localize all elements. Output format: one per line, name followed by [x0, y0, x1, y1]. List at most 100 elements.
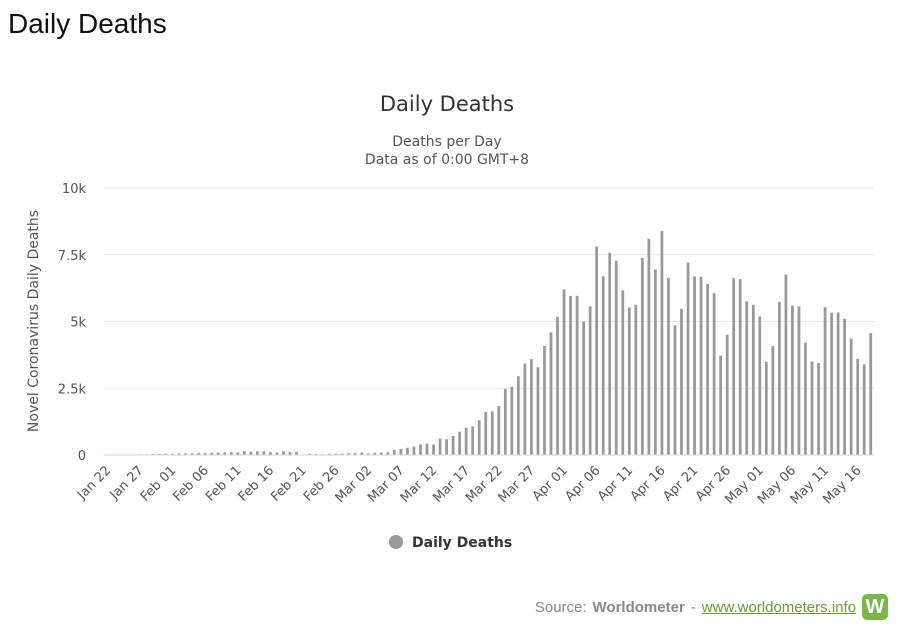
bar[interactable] — [210, 452, 214, 455]
bar[interactable] — [223, 452, 227, 455]
bar[interactable] — [719, 355, 723, 455]
bar[interactable] — [269, 452, 272, 455]
bar[interactable] — [471, 426, 475, 455]
bar[interactable] — [680, 308, 683, 455]
bar[interactable] — [725, 334, 729, 455]
bar[interactable] — [216, 452, 220, 455]
bar[interactable] — [510, 386, 514, 455]
bar[interactable] — [366, 453, 370, 455]
bar[interactable] — [869, 333, 873, 455]
bar[interactable] — [282, 451, 285, 455]
bar[interactable] — [288, 451, 292, 455]
bar[interactable] — [151, 453, 155, 455]
bar[interactable] — [177, 453, 181, 455]
bar[interactable] — [490, 411, 494, 455]
bar[interactable] — [334, 453, 338, 455]
bar[interactable] — [549, 332, 553, 455]
bar[interactable] — [477, 420, 481, 455]
bar[interactable] — [503, 388, 507, 455]
bar[interactable] — [758, 316, 762, 455]
source-link[interactable]: www.worldometers.info — [701, 598, 856, 616]
bar[interactable] — [699, 276, 703, 455]
bar[interactable] — [660, 230, 664, 455]
bar[interactable] — [158, 453, 161, 455]
bar[interactable] — [295, 451, 298, 455]
bar[interactable] — [451, 435, 455, 455]
bar[interactable] — [184, 453, 187, 455]
bar[interactable] — [419, 444, 422, 455]
bar[interactable] — [373, 452, 377, 455]
bar[interactable] — [823, 307, 827, 455]
bar[interactable] — [621, 290, 625, 455]
bar[interactable] — [817, 363, 820, 455]
bar[interactable] — [171, 453, 174, 455]
bar[interactable] — [360, 452, 364, 455]
bar[interactable] — [236, 452, 240, 455]
bar[interactable] — [242, 451, 246, 455]
bar[interactable] — [654, 269, 657, 455]
bar[interactable] — [804, 342, 807, 455]
bar[interactable] — [627, 307, 631, 455]
bar[interactable] — [484, 411, 488, 455]
bar[interactable] — [556, 316, 559, 455]
bar[interactable] — [784, 274, 788, 455]
bar[interactable] — [582, 321, 585, 455]
bar[interactable] — [255, 451, 259, 455]
bar[interactable] — [353, 453, 357, 455]
bar[interactable] — [856, 358, 860, 455]
bar[interactable] — [588, 306, 592, 455]
bar[interactable] — [327, 453, 331, 455]
bar[interactable] — [379, 452, 383, 455]
worldometer-logo-icon[interactable]: W — [862, 594, 888, 620]
bar[interactable] — [425, 443, 429, 455]
bar[interactable] — [543, 345, 546, 455]
bar[interactable] — [432, 444, 435, 455]
bar[interactable] — [634, 304, 638, 455]
bar[interactable] — [386, 452, 390, 455]
bar[interactable] — [693, 276, 696, 455]
bar[interactable] — [778, 302, 781, 455]
bar[interactable] — [601, 276, 605, 455]
bar[interactable] — [706, 283, 709, 455]
bar[interactable] — [569, 295, 572, 455]
bar[interactable] — [190, 453, 194, 455]
bar[interactable] — [771, 346, 775, 455]
bar[interactable] — [406, 447, 409, 455]
bar[interactable] — [164, 453, 168, 455]
bar[interactable] — [738, 279, 742, 455]
bar[interactable] — [764, 361, 768, 455]
bar[interactable] — [830, 312, 833, 455]
bar[interactable] — [562, 289, 566, 455]
bar[interactable] — [399, 448, 403, 455]
bar[interactable] — [197, 453, 200, 455]
bar[interactable] — [393, 450, 396, 455]
bar[interactable] — [797, 306, 801, 455]
bar[interactable] — [751, 304, 755, 455]
bar[interactable] — [608, 252, 612, 455]
bar[interactable] — [732, 278, 736, 455]
bar[interactable] — [458, 431, 462, 455]
bar[interactable] — [614, 260, 618, 455]
bar[interactable] — [412, 446, 416, 455]
legend[interactable]: Daily Deaths — [389, 535, 512, 551]
bar[interactable] — [836, 312, 840, 455]
bar[interactable] — [249, 451, 253, 455]
bar[interactable] — [810, 361, 814, 455]
bar[interactable] — [229, 452, 233, 455]
bar[interactable] — [575, 295, 579, 455]
bar[interactable] — [862, 364, 866, 455]
bar[interactable] — [347, 453, 351, 455]
bar[interactable] — [640, 258, 644, 455]
bar[interactable] — [308, 453, 311, 455]
bar[interactable] — [340, 453, 344, 455]
bar[interactable] — [745, 301, 749, 455]
bar[interactable] — [595, 246, 599, 455]
bar[interactable] — [445, 439, 448, 455]
bar[interactable] — [673, 325, 677, 455]
bar[interactable] — [712, 293, 716, 455]
bar[interactable] — [203, 453, 207, 455]
bar[interactable] — [523, 363, 527, 455]
bar[interactable] — [262, 451, 266, 455]
bar[interactable] — [849, 338, 853, 455]
bar[interactable] — [843, 318, 847, 455]
